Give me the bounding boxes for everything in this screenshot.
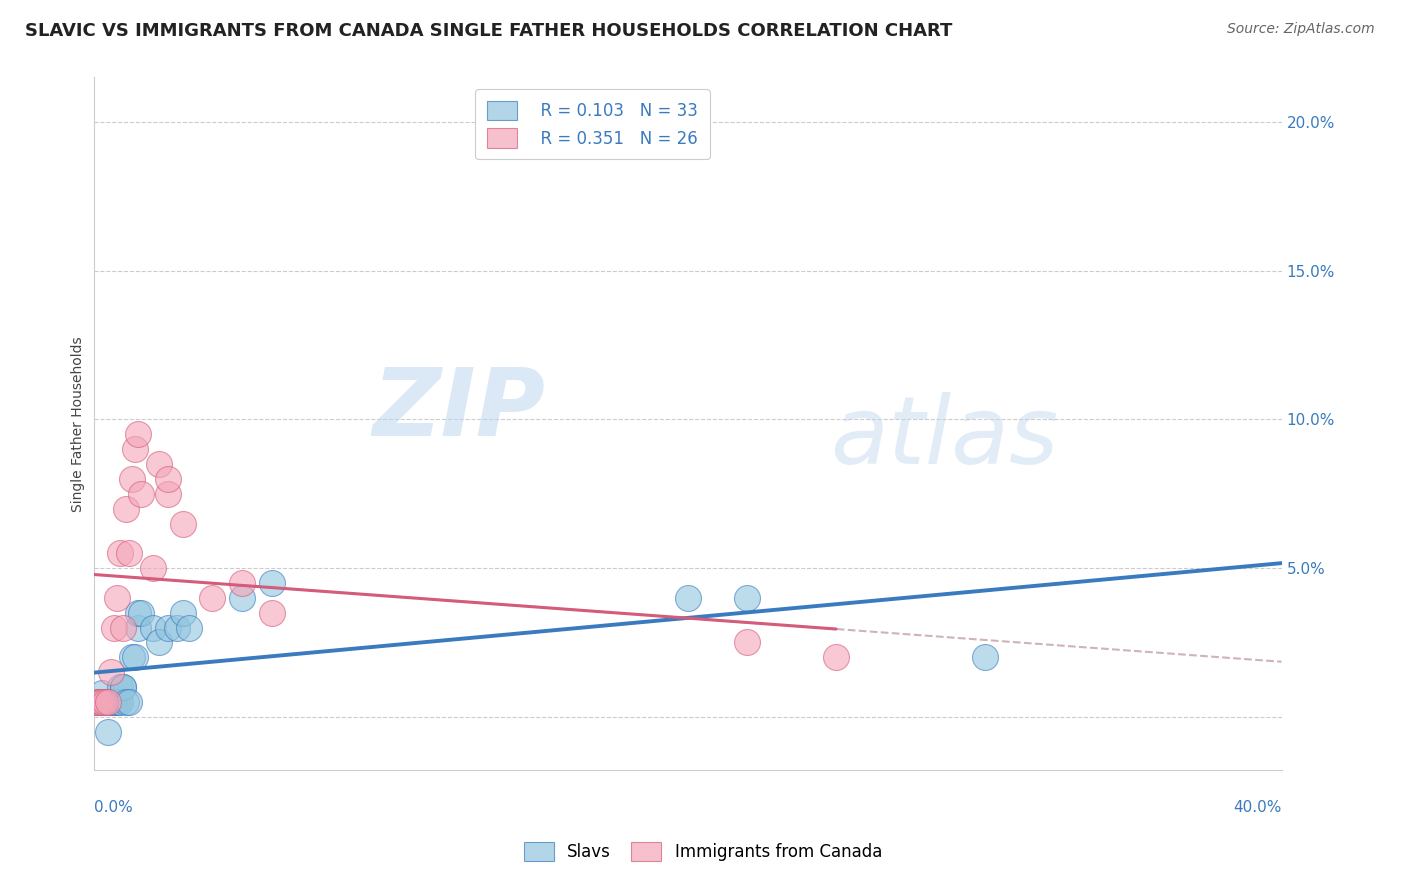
- Point: [127, 621, 149, 635]
- Point: [129, 606, 152, 620]
- Point: [112, 680, 135, 694]
- Point: [127, 606, 149, 620]
- Point: [115, 695, 138, 709]
- Point: [142, 621, 165, 635]
- Text: atlas: atlas: [830, 392, 1059, 483]
- Point: [260, 606, 283, 620]
- Point: [118, 546, 141, 560]
- Point: [103, 695, 125, 709]
- Point: [124, 442, 146, 457]
- Point: [166, 621, 188, 635]
- Point: [86, 695, 108, 709]
- Point: [156, 472, 179, 486]
- Point: [124, 650, 146, 665]
- Point: [172, 606, 194, 620]
- Point: [231, 576, 253, 591]
- Point: [735, 591, 758, 605]
- Text: 0.0%: 0.0%: [94, 800, 132, 815]
- Point: [177, 621, 200, 635]
- Point: [105, 591, 128, 605]
- Point: [676, 591, 699, 605]
- Point: [231, 591, 253, 605]
- Point: [148, 457, 170, 471]
- Point: [86, 695, 108, 709]
- Legend: Slavs, Immigrants from Canada: Slavs, Immigrants from Canada: [517, 835, 889, 868]
- Point: [100, 695, 122, 709]
- Point: [112, 621, 135, 635]
- Point: [103, 621, 125, 635]
- Point: [94, 695, 117, 709]
- Point: [89, 695, 111, 709]
- Text: 40.0%: 40.0%: [1233, 800, 1281, 815]
- Point: [91, 686, 114, 700]
- Point: [103, 695, 125, 709]
- Point: [110, 546, 132, 560]
- Point: [735, 635, 758, 649]
- Point: [91, 695, 114, 709]
- Point: [825, 650, 848, 665]
- Point: [105, 695, 128, 709]
- Text: Source: ZipAtlas.com: Source: ZipAtlas.com: [1227, 22, 1375, 37]
- Text: SLAVIC VS IMMIGRANTS FROM CANADA SINGLE FATHER HOUSEHOLDS CORRELATION CHART: SLAVIC VS IMMIGRANTS FROM CANADA SINGLE …: [25, 22, 953, 40]
- Point: [127, 427, 149, 442]
- Point: [110, 680, 132, 694]
- Point: [94, 695, 117, 709]
- Point: [172, 516, 194, 531]
- Legend:   R = 0.103   N = 33,   R = 0.351   N = 26: R = 0.103 N = 33, R = 0.351 N = 26: [475, 89, 710, 160]
- Point: [100, 695, 122, 709]
- Point: [142, 561, 165, 575]
- Y-axis label: Single Father Households: Single Father Households: [72, 336, 86, 512]
- Point: [97, 695, 120, 709]
- Point: [260, 576, 283, 591]
- Point: [115, 501, 138, 516]
- Point: [148, 635, 170, 649]
- Point: [112, 680, 135, 694]
- Point: [121, 650, 143, 665]
- Point: [156, 621, 179, 635]
- Point: [973, 650, 995, 665]
- Point: [201, 591, 224, 605]
- Point: [97, 724, 120, 739]
- Point: [110, 695, 132, 709]
- Point: [156, 487, 179, 501]
- Point: [118, 695, 141, 709]
- Text: ZIP: ZIP: [373, 364, 546, 456]
- Point: [89, 695, 111, 709]
- Point: [121, 472, 143, 486]
- Point: [97, 695, 120, 709]
- Point: [129, 487, 152, 501]
- Point: [100, 665, 122, 680]
